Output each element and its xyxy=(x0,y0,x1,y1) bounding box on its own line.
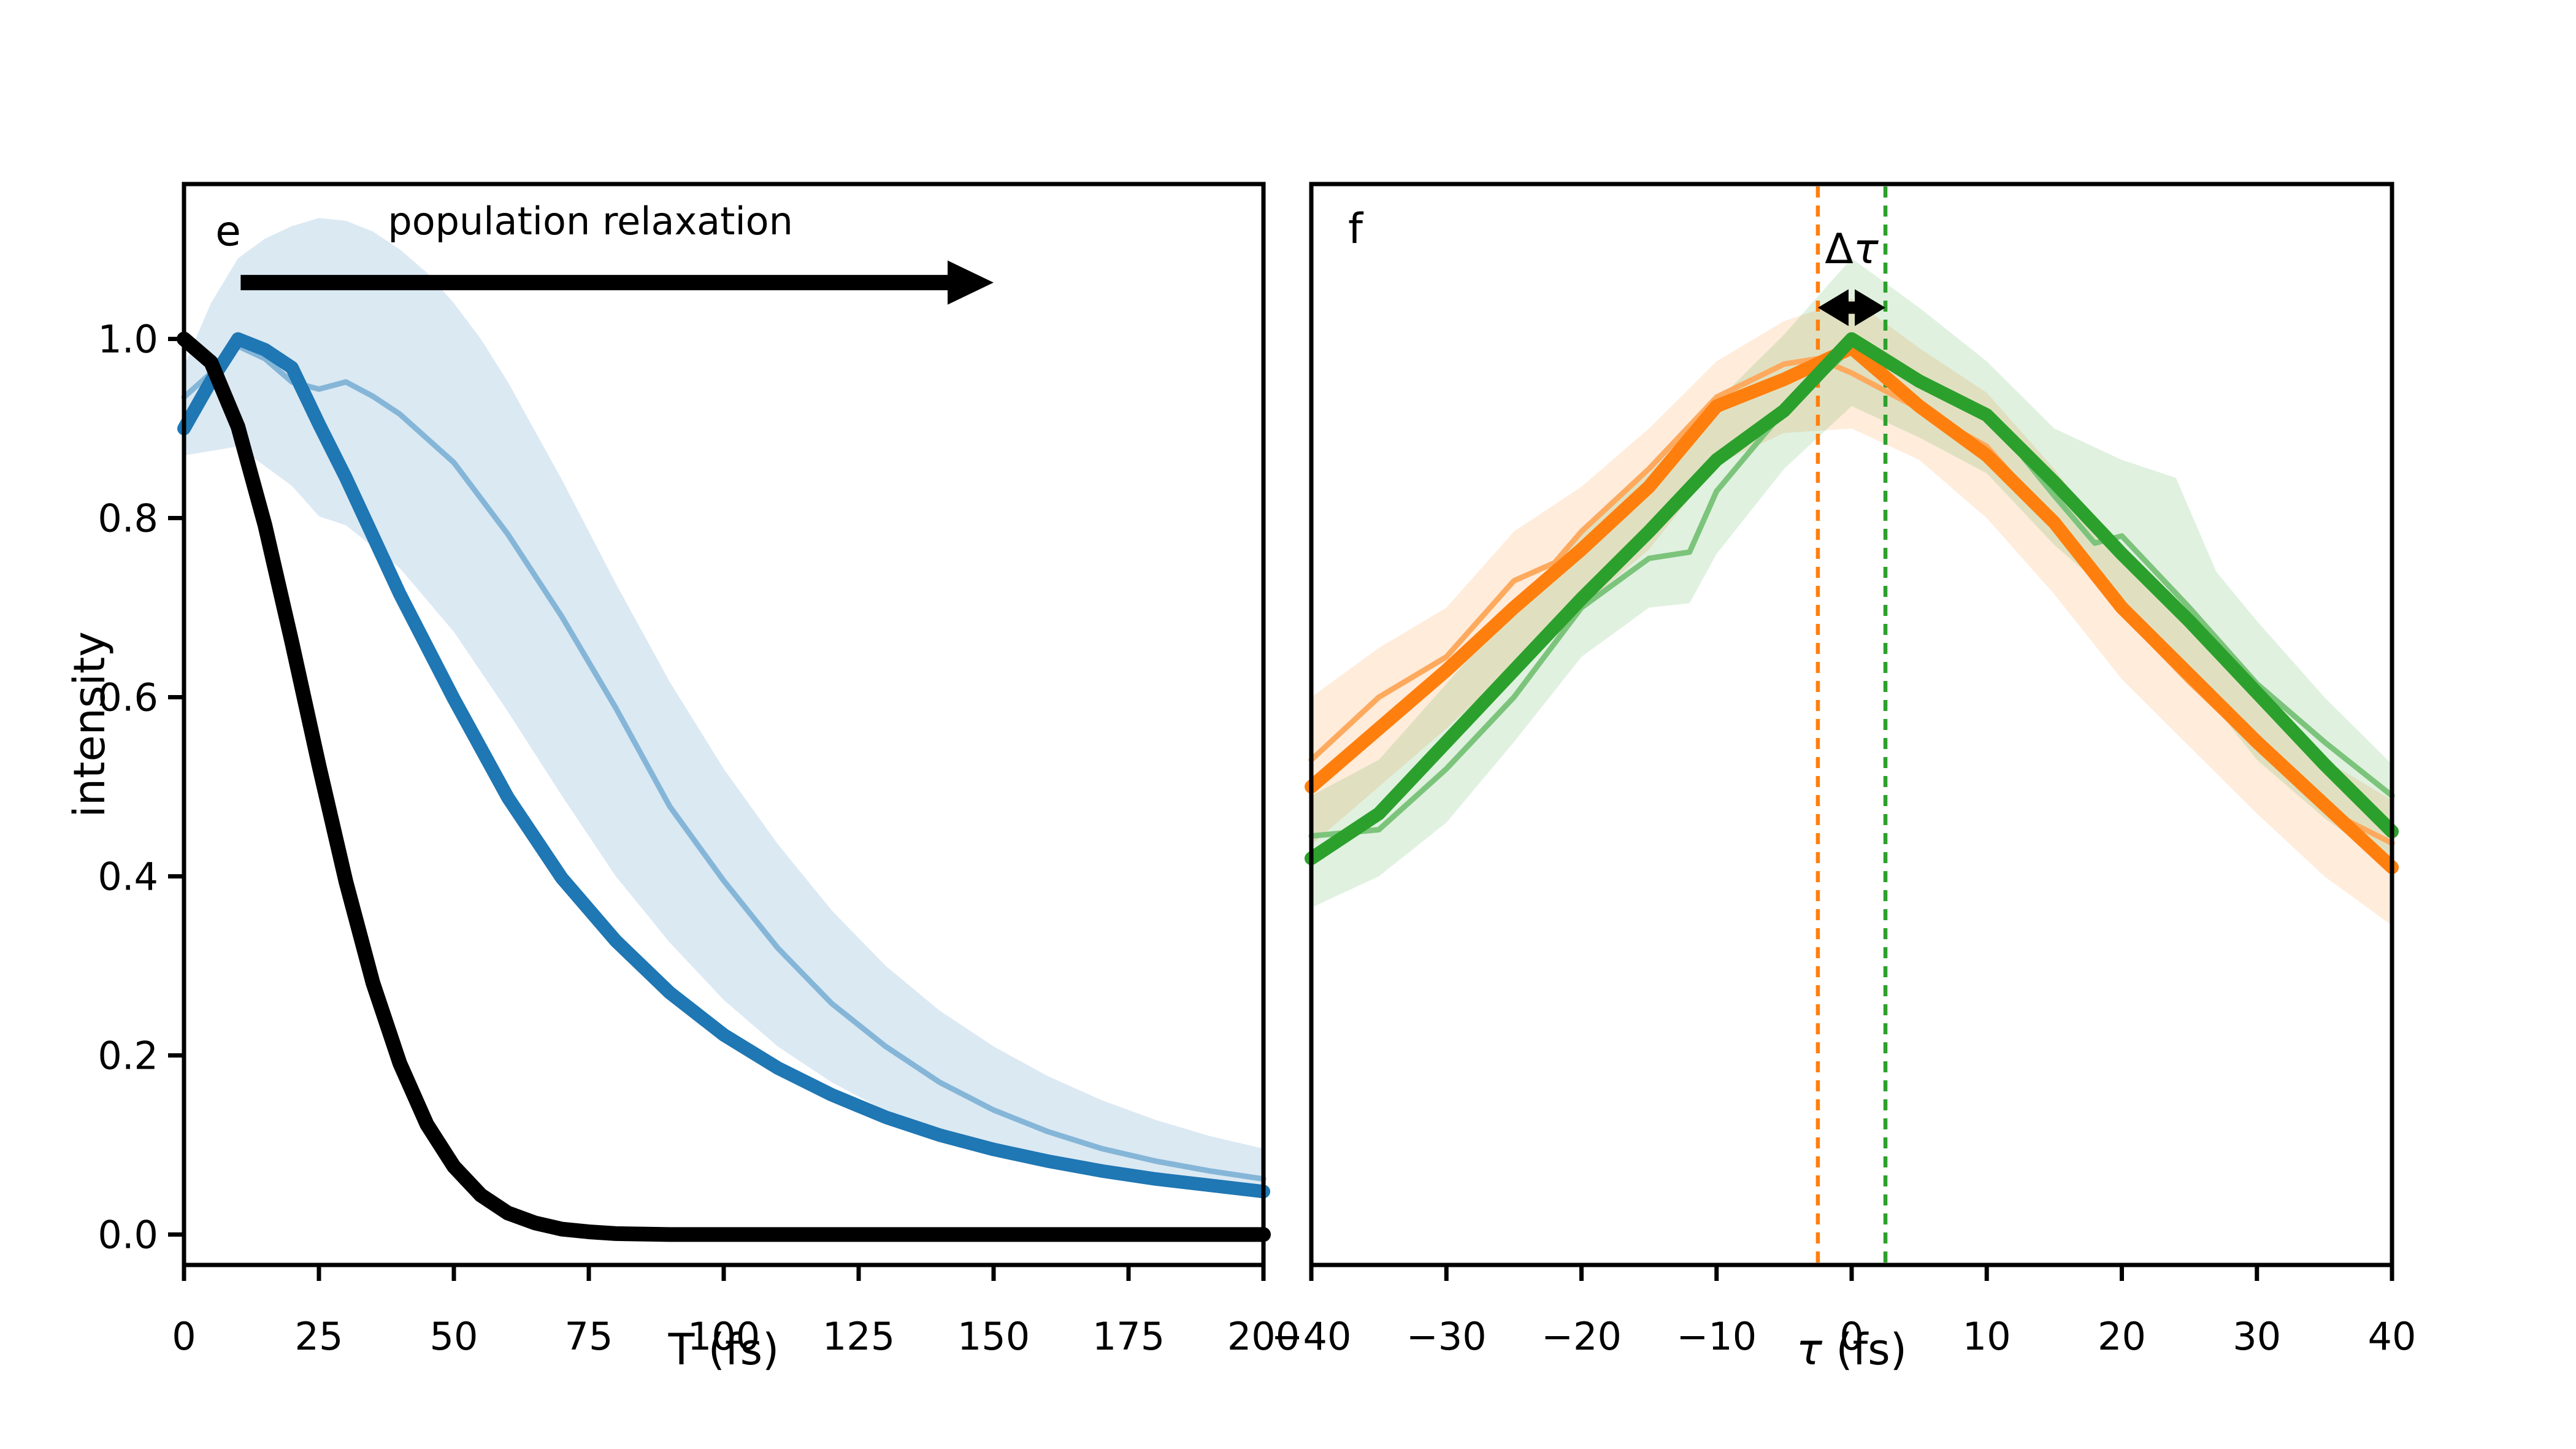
y-tick-label-e: 0.6 xyxy=(98,675,158,720)
x-tick-label-f: 40 xyxy=(2368,1314,2417,1359)
x-tick-label-e: 50 xyxy=(430,1314,478,1359)
line-blue-thick-mean xyxy=(177,332,1270,1199)
x-tick-label-e: 125 xyxy=(822,1314,895,1359)
x-tick-label-e: 150 xyxy=(957,1314,1030,1359)
x-tick-label-f: −40 xyxy=(1271,1314,1352,1359)
line-black-reference xyxy=(177,331,1271,1242)
x-tick-label-f: −30 xyxy=(1406,1314,1487,1359)
panel-label-f: f xyxy=(1348,205,1363,253)
x-tick-label-f: −20 xyxy=(1541,1314,1622,1359)
delta-symbol: Δ xyxy=(1825,225,1853,274)
panel-label-e: e xyxy=(215,207,241,256)
x-axis-label-e: T (fs) xyxy=(668,1324,780,1375)
tau-symbol: τ xyxy=(1853,225,1879,274)
x-tick-label-f: 20 xyxy=(2098,1314,2146,1359)
x-tick-label-e: 75 xyxy=(565,1314,613,1359)
x-tick-label-f: 0 xyxy=(1839,1314,1863,1359)
annotation-population-relaxation: population relaxation xyxy=(388,199,793,244)
y-tick-label-e: 0.4 xyxy=(98,854,158,899)
band-blue-uncertainty xyxy=(184,218,1263,1197)
panel-e: 0 25 50 75 100 125 150 175 200 0.0 0.2 0.4 0.6 0.8 1.0 xyxy=(98,182,1300,1359)
tau-axis-symbol: τ xyxy=(1796,1324,1823,1375)
y-tick-label-e: 0.0 xyxy=(98,1212,158,1257)
x-axis-label-f: τ (fs) xyxy=(1796,1328,1907,1371)
band-green-uncertainty xyxy=(1311,258,2392,908)
panel-f: −40 −30 −20 −10 0 10 20 30 40 xyxy=(1271,182,2417,1359)
x-tick-label-e: 100 xyxy=(688,1314,760,1359)
x-tick-label-f: −10 xyxy=(1676,1314,1757,1359)
x-tick-label-e: 175 xyxy=(1092,1314,1165,1359)
y-tick-label-e: 0.2 xyxy=(98,1033,158,1078)
arrow-population-relaxation-head-right xyxy=(948,260,994,305)
y-tick-label-e: 1.0 xyxy=(98,317,158,362)
x-tick-label-f: 10 xyxy=(1963,1314,2011,1359)
x-tick-label-e: 25 xyxy=(295,1314,343,1359)
y-tick-label-e: 0.8 xyxy=(98,496,158,541)
arrow-delta-tau-head-left xyxy=(1817,289,1849,326)
annotation-delta-tau: Δτ xyxy=(1825,228,1878,271)
line-green-thick-mean xyxy=(1305,332,2399,866)
y-axis-label-intensity: intensity xyxy=(64,631,115,818)
x-tick-label-e: 0 xyxy=(172,1314,196,1359)
band-orange-uncertainty xyxy=(1311,298,2392,926)
arrow-delta-tau-head-right xyxy=(1855,289,1886,326)
x-tick-label-e: 200 xyxy=(1227,1314,1300,1359)
x-tick-label-f: 30 xyxy=(2233,1314,2281,1359)
tau-axis-units: (fs) xyxy=(1822,1324,1907,1375)
